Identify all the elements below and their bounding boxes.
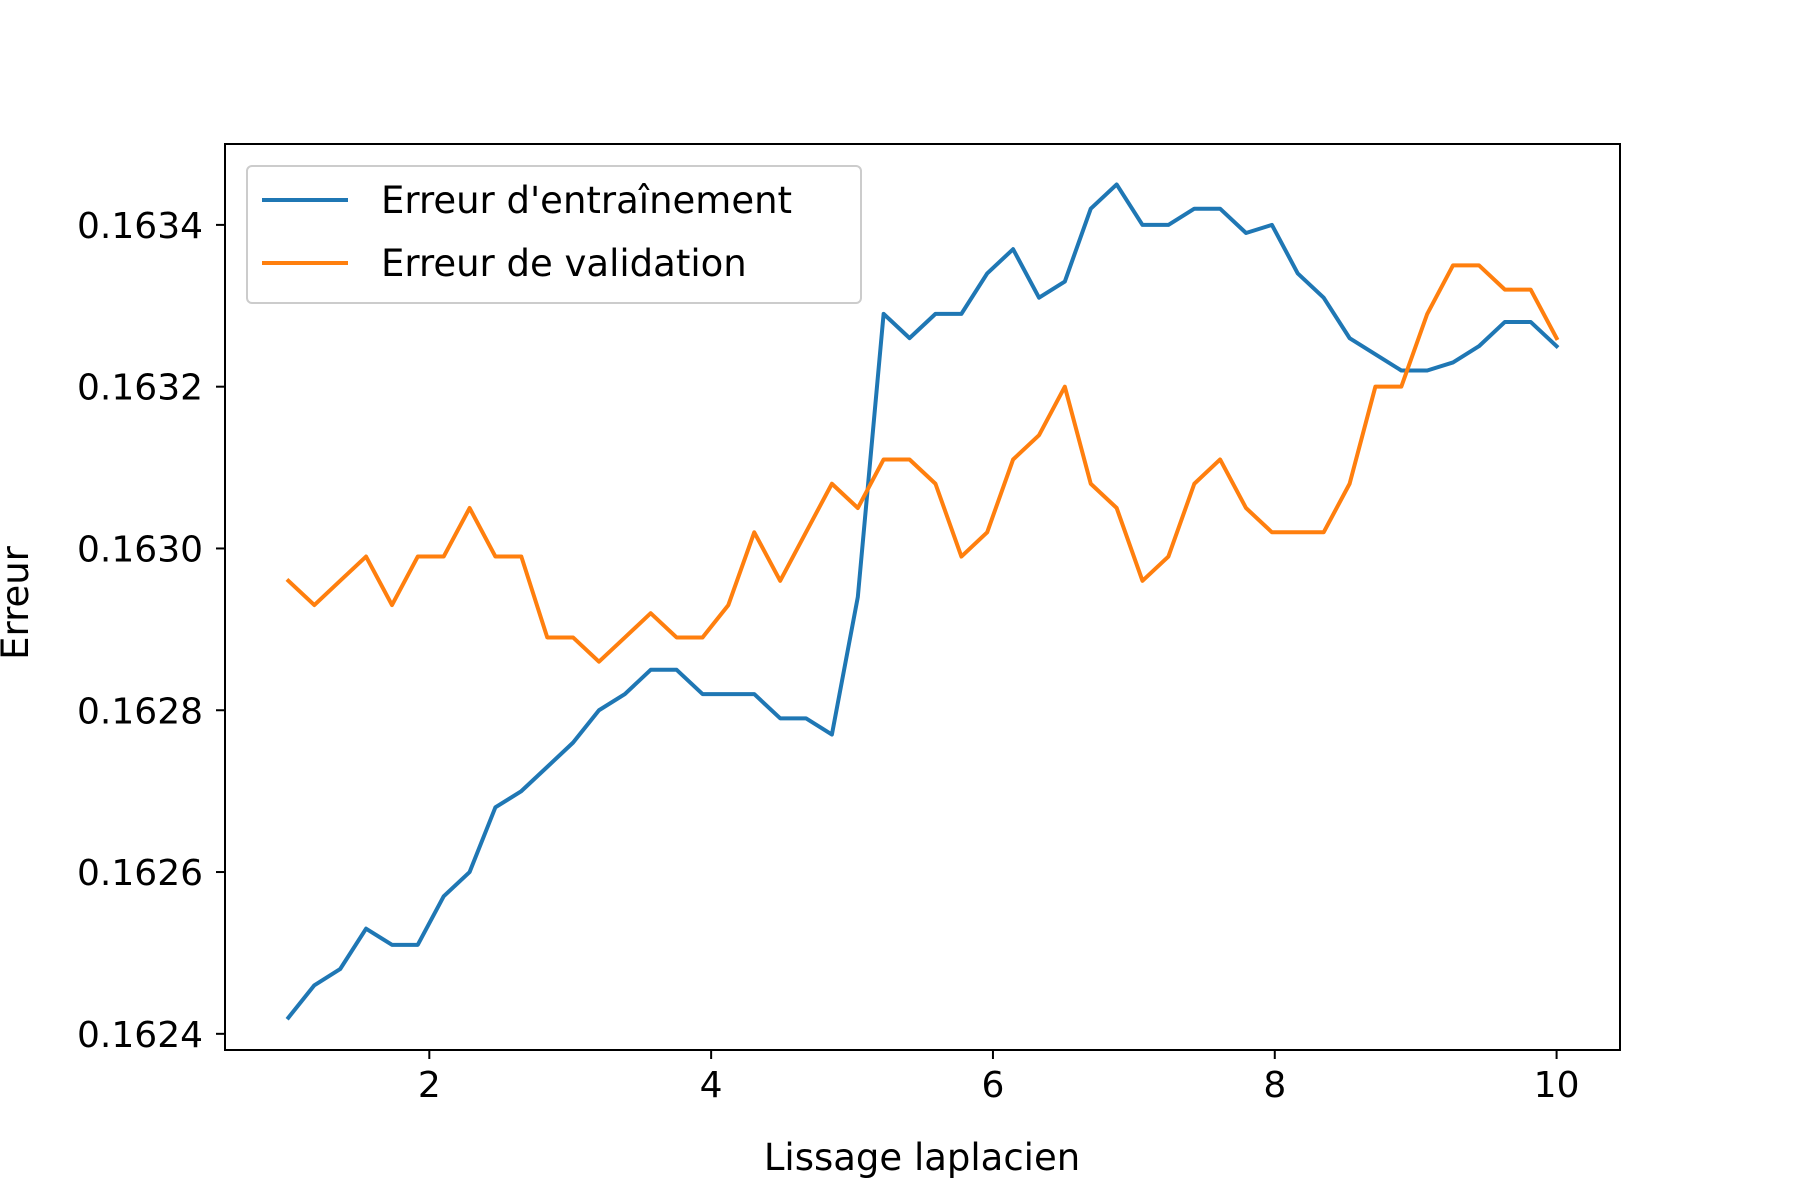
x-tick-label: 6	[982, 1065, 1005, 1106]
x-tick-label: 8	[1263, 1065, 1286, 1106]
y-tick-label: 0.1630	[77, 529, 203, 570]
series-line-0	[285, 182, 1560, 1021]
x-axis-label: Lissage laplacien	[764, 1136, 1080, 1179]
x-tick-label: 10	[1534, 1065, 1580, 1106]
y-tick-label: 0.1626	[77, 853, 203, 894]
y-axis-label: Erreur	[0, 545, 37, 660]
x-axis-ticks: 2 4 6 8 10	[418, 1050, 1580, 1106]
legend: Erreur d'entraînement Erreur de validati…	[246, 165, 862, 304]
series-layer	[285, 182, 1560, 1021]
series-line-1	[285, 263, 1560, 664]
y-tick-label: 0.1632	[77, 368, 203, 409]
y-tick-label: 0.1624	[77, 1015, 203, 1056]
y-tick-label: 0.1634	[77, 206, 203, 247]
y-axis-ticks: 0.1624 0.1626 0.1628 0.1630 0.1632 0.1634	[77, 206, 225, 1056]
legend-box	[246, 165, 862, 304]
y-tick-label: 0.1628	[77, 691, 203, 732]
x-tick-label: 2	[418, 1065, 441, 1106]
legend-label-training: Erreur d'entraînement	[381, 179, 792, 222]
x-tick-label: 4	[700, 1065, 723, 1106]
plot-frame	[224, 143, 1621, 1051]
legend-label-validation: Erreur de validation	[381, 242, 747, 285]
